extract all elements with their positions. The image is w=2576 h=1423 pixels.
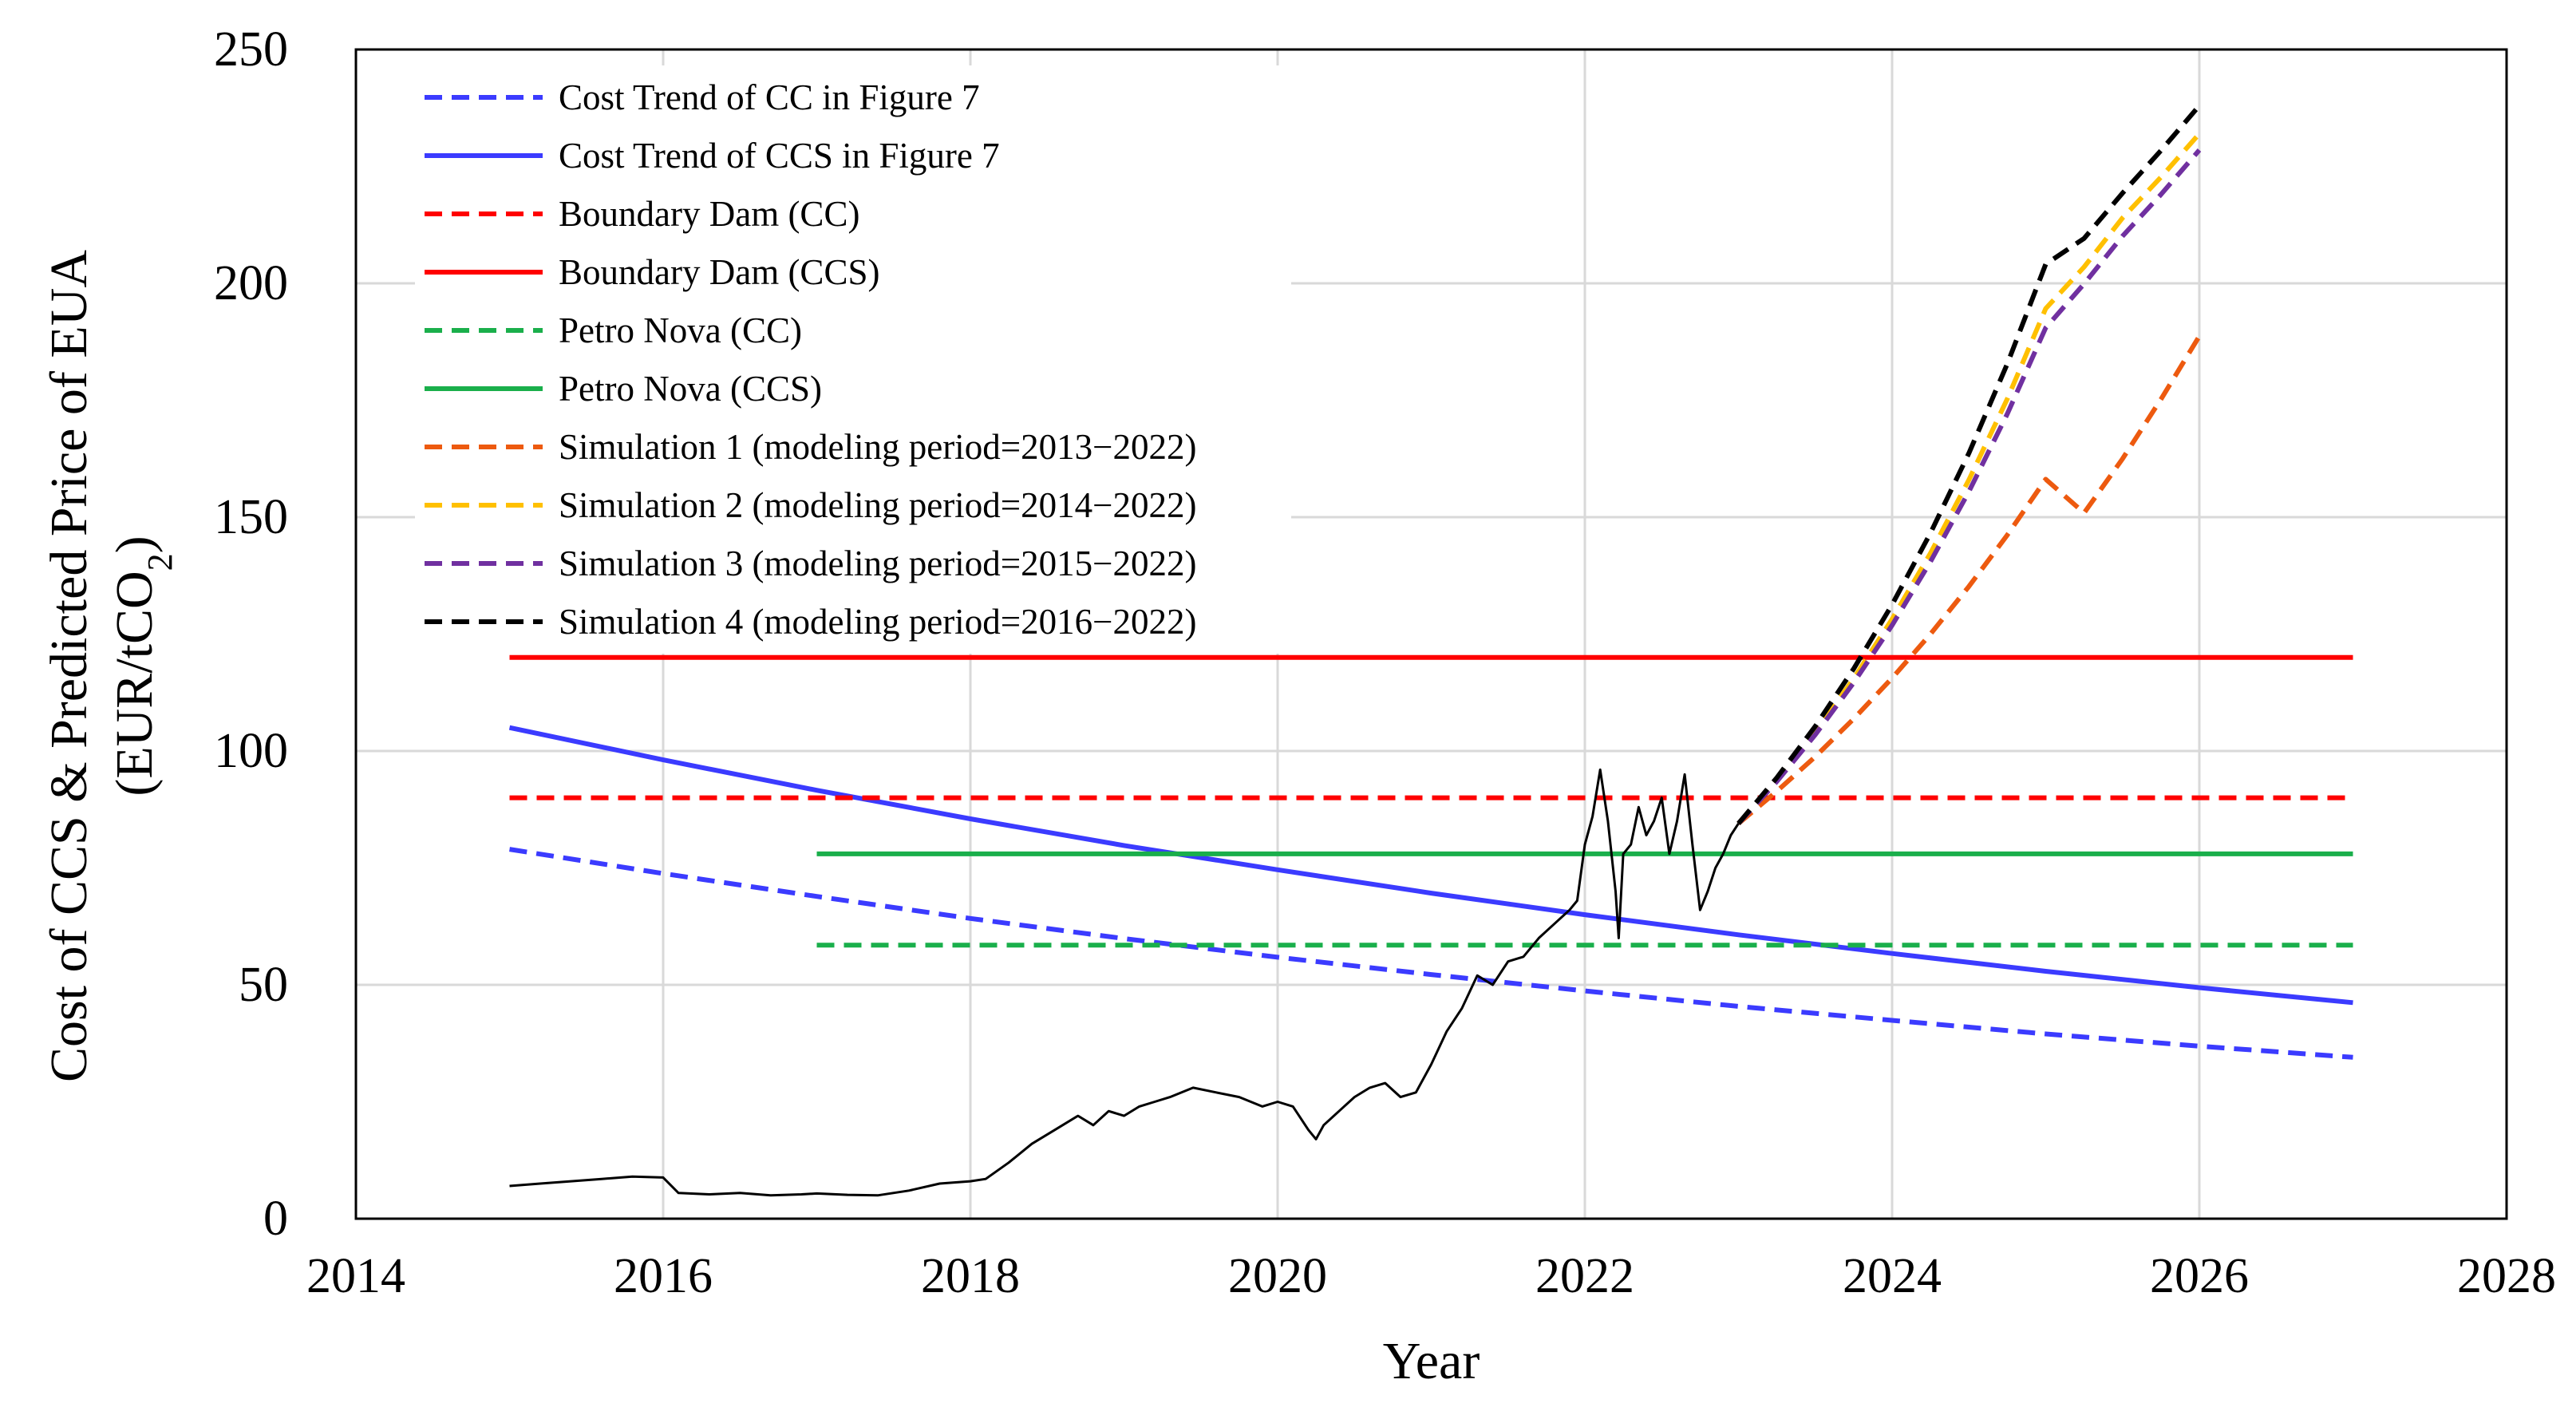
x-tick-label: 2016 <box>614 1249 713 1303</box>
y-tick-label: 250 <box>214 22 288 77</box>
x-tick-label: 2024 <box>1843 1249 1942 1303</box>
legend-label: Boundary Dam (CC) <box>559 194 859 234</box>
legend-label: Simulation 2 (modeling period=2014−2022) <box>559 485 1196 525</box>
series-line-1 <box>509 847 2353 1060</box>
legend-label: Simulation 3 (modeling period=2015−2022) <box>559 544 1196 583</box>
y-axis-title: Cost of CCS & Predicted Price of EUA (EU… <box>40 250 180 1082</box>
x-axis-title: Year <box>1383 1332 1480 1390</box>
legend-label: Petro Nova (CC) <box>559 310 802 350</box>
series-line-2 <box>508 725 2353 1006</box>
y-axis-unit-prefix: (EUR/tCO <box>105 571 164 796</box>
legend-label: Simulation 4 (modeling period=2016−2022) <box>559 602 1196 642</box>
series-line-10 <box>1736 104 2202 825</box>
y-tick-label: 0 <box>263 1192 288 1246</box>
y-tick-label: 200 <box>214 256 288 310</box>
y-tick-label: 50 <box>239 958 288 1012</box>
legend-background <box>415 65 1291 654</box>
y-axis-title-line2: (EUR/tCO2) <box>105 536 180 796</box>
x-tick-label: 2018 <box>921 1249 1020 1303</box>
series-line-11 <box>509 768 1740 1197</box>
y-axis-unit-suffix: ) <box>105 536 164 553</box>
y-tick-label: 150 <box>214 490 288 544</box>
x-tick-label: 2028 <box>2457 1249 2556 1303</box>
legend: Cost Trend of CC in Figure 7 Cost Trend o… <box>425 77 1196 642</box>
x-tick-label: 2022 <box>1535 1249 1634 1303</box>
legend-label: Petro Nova (CCS) <box>559 369 822 409</box>
legend-label: Cost Trend of CCS in Figure 7 <box>559 136 1000 176</box>
y-axis-unit-subscript: 2 <box>140 553 180 571</box>
series-line-9 <box>1736 148 2202 825</box>
legend-label: Simulation 1 (modeling period=2013−2022) <box>559 427 1196 467</box>
legend-label: Boundary Dam (CCS) <box>559 252 879 292</box>
series-line-7 <box>1736 334 2202 826</box>
legend-label: Cost Trend of CC in Figure 7 <box>559 77 980 117</box>
x-tick-label: 2020 <box>1228 1249 1327 1303</box>
plot-area-frame <box>354 48 2508 1220</box>
series-layer <box>508 104 2353 1197</box>
y-axis-title-line1: Cost of CCS & Predicted Price of EUA <box>40 250 98 1082</box>
x-tick-label: 2014 <box>306 1249 405 1303</box>
x-tick-label: 2026 <box>2150 1249 2249 1303</box>
x-axis-tick-labels: 2014 2016 2018 2020 2022 2024 2026 2028 <box>306 1249 2556 1303</box>
y-axis-tick-labels: 0 50 100 150 200 250 <box>214 22 288 1246</box>
y-tick-label: 100 <box>214 724 288 778</box>
